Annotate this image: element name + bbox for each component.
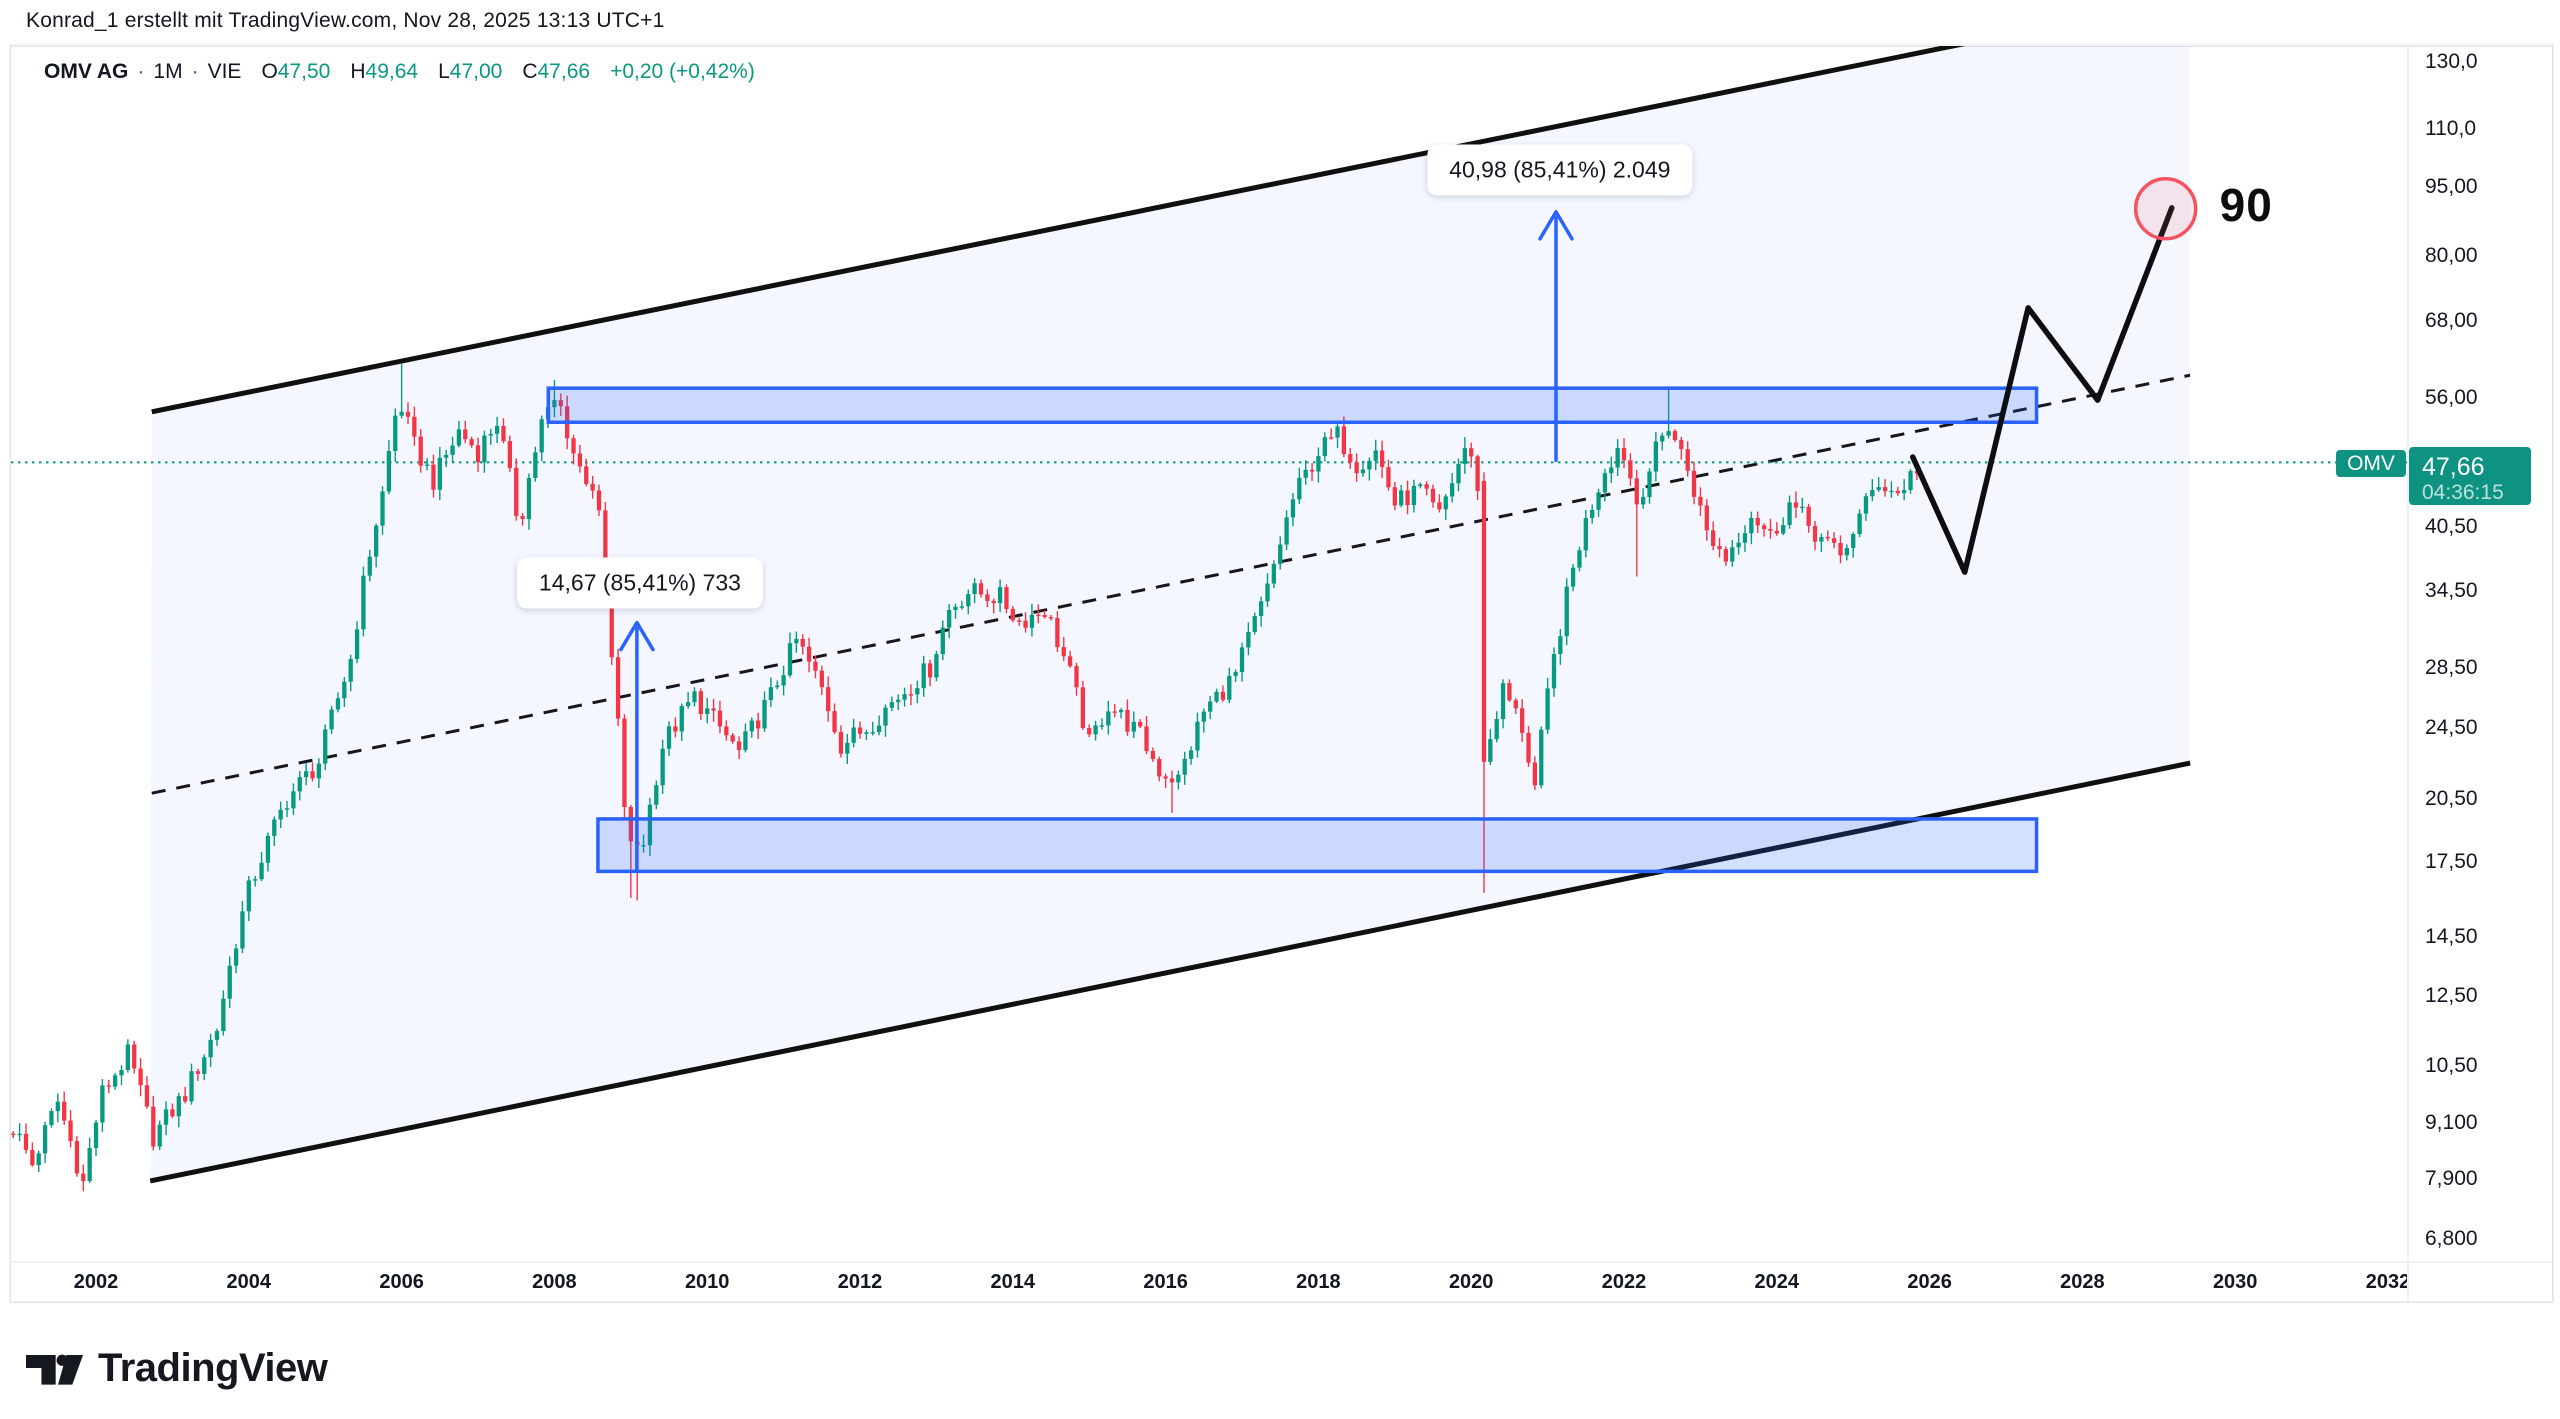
exchange-label[interactable]: VIE — [207, 60, 242, 83]
price-axis-tick: 34,50 — [2425, 579, 2478, 603]
time-axis-tick: 2016 — [1143, 1271, 1188, 1293]
price-axis-tick: 12,50 — [2425, 984, 2478, 1008]
price-zone-rect[interactable] — [596, 817, 2039, 874]
open-label: O — [261, 60, 278, 83]
measure-arrow[interactable] — [1538, 210, 1574, 463]
legend-separator: · — [137, 60, 145, 83]
price-axis-tick: 68,00 — [2425, 308, 2478, 332]
symbol-title[interactable]: OMV AG — [44, 60, 129, 83]
time-axis-tick: 2002 — [73, 1271, 119, 1293]
price-axis-tick: 110,0 — [2425, 116, 2476, 140]
time-axis-tick: 2018 — [1296, 1271, 1341, 1293]
close-value: 47,66 — [537, 60, 591, 83]
open-value: 47,50 — [277, 60, 331, 83]
tradingview-logo-text: TradingView — [98, 1345, 328, 1390]
time-axis-tick: 2024 — [1754, 1271, 1800, 1293]
high-value: 49,64 — [365, 60, 419, 83]
interval-label[interactable]: 1M — [153, 60, 183, 83]
price-axis-tick: 56,00 — [2425, 386, 2478, 410]
high-label: H — [350, 60, 366, 83]
time-axis-tick: 2008 — [532, 1271, 577, 1293]
trend-channel-median-dashed-line[interactable] — [151, 373, 2191, 795]
time-axis-tick: 2032 — [2365, 1271, 2407, 1293]
trend-channel-upper-line[interactable] — [151, 0, 2190, 415]
widget-border — [9, 44, 2554, 1303]
trend-channel-lower-line[interactable] — [149, 760, 2191, 1184]
time-axis-tick: 2020 — [1448, 1271, 1494, 1293]
time-axis-tick: 2014 — [990, 1271, 1036, 1293]
time-axis-tick: 2004 — [226, 1271, 272, 1293]
time-axis-tick: 2028 — [2060, 1271, 2105, 1293]
price-axis-tick: 24,50 — [2425, 715, 2478, 739]
low-value: 47,00 — [449, 60, 503, 83]
time-axis-tick: 2030 — [2212, 1271, 2258, 1293]
trend-channel-fill[interactable] — [150, 0, 2191, 1181]
price-axis-tick: 7,900 — [2425, 1167, 2478, 1191]
close-label: C — [522, 60, 538, 83]
time-axis-tick: 2026 — [1907, 1271, 1952, 1293]
pane-drawings — [11, 0, 2407, 1192]
legend-separator: · — [191, 60, 199, 83]
price-zone-rect[interactable] — [546, 386, 2039, 425]
bar-countdown: 04:36:15 — [2422, 481, 2504, 505]
tradingview-logo[interactable]: TradingView — [26, 1344, 328, 1392]
time-axis-tick: 2022 — [1601, 1271, 1647, 1293]
last-price-value: 47,66 — [2422, 453, 2485, 482]
projection-zigzag-line[interactable] — [1910, 205, 2175, 575]
price-axis-tick: 95,00 — [2425, 175, 2478, 199]
time-axis-tick: 2006 — [379, 1271, 424, 1293]
target-circle[interactable] — [2133, 176, 2198, 241]
change-value: +0,20 (+0,42%) — [610, 60, 755, 83]
time-axis-tick: 2010 — [684, 1271, 730, 1293]
price-axis-tick: 9,100 — [2425, 1111, 2478, 1135]
price-axis-tick: 14,50 — [2425, 925, 2478, 949]
time-axis[interactable]: 2002 2004 2006 2008 2010 2012 2014 2016 2018 2020… — [11, 1263, 2407, 1302]
price-axis-tick: 6,800 — [2425, 1227, 2478, 1251]
chart-credit-note: Konrad_1 erstellt mit TradingView.com, N… — [26, 9, 665, 32]
price-axis-tick: 28,50 — [2425, 655, 2478, 679]
price-axis-tick: 130,0 — [2425, 50, 2478, 73]
measure-arrow[interactable] — [619, 620, 655, 874]
price-axis-tick: 17,50 — [2425, 850, 2478, 874]
price-target-text[interactable]: 90 — [2219, 178, 2273, 231]
measure-annotation-top[interactable]: 40,98 (85,41%) 2.049 — [1427, 144, 1693, 196]
candlestick-series[interactable] — [11, 363, 1920, 1192]
price-axis-tick: 20,50 — [2425, 786, 2478, 810]
symbol-price-badge: OMV — [2336, 450, 2406, 478]
price-axis-tick: 10,50 — [2425, 1053, 2478, 1077]
measure-annotation-bottom[interactable]: 14,67 (85,41%) 733 — [516, 557, 763, 609]
symbol-legend[interactable]: OMV AG · 1M · VIE O47,50 H49,64 L47,00 C… — [44, 60, 755, 84]
price-axis[interactable]: 130,0 110,0 95,00 80,00 68,00 56,00 40,50 34,50… — [2408, 46, 2552, 1262]
last-price-badge: 47,66 04:36:15 — [2409, 447, 2531, 506]
low-label: L — [438, 60, 450, 83]
time-axis-tick: 2012 — [837, 1271, 883, 1293]
tradingview-logo-icon — [26, 1354, 83, 1385]
price-axis-tick: 40,50 — [2425, 515, 2478, 539]
price-axis-tick: 80,00 — [2425, 243, 2478, 267]
